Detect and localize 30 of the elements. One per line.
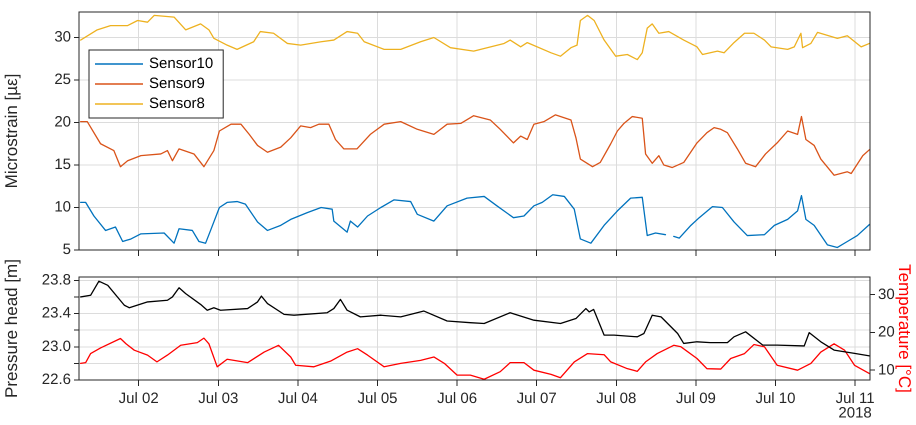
y-tick-label: 5 bbox=[62, 241, 71, 258]
y2-tick-label: 20 bbox=[878, 324, 895, 341]
y-tick-label: 23.0 bbox=[42, 338, 71, 355]
y-axis-title: Microstrain [µε] bbox=[2, 74, 21, 188]
x-tick-label: Jul 08 bbox=[596, 390, 636, 408]
y2-axis-title: Temperature [°C] bbox=[895, 264, 914, 393]
y-axis-title: Pressure head [m] bbox=[2, 259, 21, 398]
y-tick-label: 30 bbox=[54, 28, 71, 46]
y-tick-label: 22.6 bbox=[42, 371, 71, 388]
x-tick-label: Jul 04 bbox=[278, 390, 318, 408]
legend-label: Sensor10 bbox=[149, 55, 214, 72]
y2-tick-label: 10 bbox=[878, 361, 895, 378]
legend-label: Sensor9 bbox=[149, 75, 205, 92]
x-tick-label: Jul 02 bbox=[118, 390, 159, 408]
x-tick-label: Jul 05 bbox=[357, 390, 398, 408]
y-tick-label: 23.8 bbox=[42, 271, 71, 288]
y2-tick-label: 30 bbox=[878, 286, 895, 303]
y-tick-label: 20 bbox=[54, 114, 71, 131]
text: 2018 bbox=[838, 404, 872, 422]
x-tick-label: Jul 09 bbox=[676, 390, 716, 408]
y-tick-label: 25 bbox=[54, 71, 71, 88]
x-tick-label: Jul 03 bbox=[198, 390, 238, 408]
legend-label: Sensor8 bbox=[149, 95, 205, 112]
y-tick-label: 23.4 bbox=[42, 304, 71, 322]
x-tick-label: Jul 10 bbox=[755, 390, 796, 408]
x-tick-label: Jul 06 bbox=[437, 390, 478, 408]
y-tick-label: 15 bbox=[54, 156, 71, 174]
y-tick-label: 10 bbox=[54, 198, 71, 216]
x-tick-label: Jul 11 bbox=[836, 390, 875, 408]
x-tick-label: Jul 07 bbox=[516, 390, 557, 408]
